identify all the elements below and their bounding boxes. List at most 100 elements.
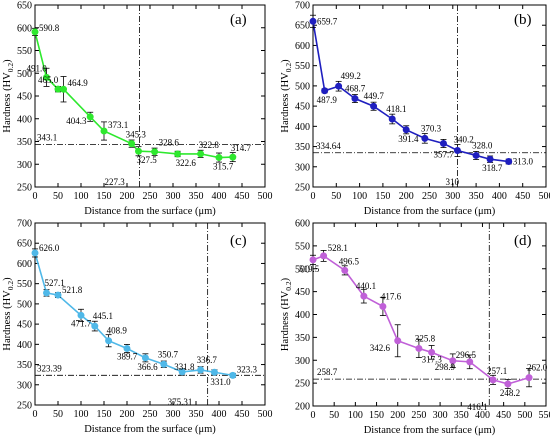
x-tick-label: 300: [166, 409, 181, 420]
data-label: 262.0: [527, 363, 548, 373]
y-tick-label: 700: [17, 219, 32, 230]
x-tick-label: 50: [329, 410, 339, 421]
data-point: [178, 368, 186, 376]
x-tick-label: 100: [352, 191, 367, 202]
data-point: [341, 266, 349, 274]
data-point: [335, 82, 343, 90]
x-tick-label: 300: [433, 410, 448, 421]
x-tick-label: 400: [212, 409, 227, 420]
data-point: [60, 85, 68, 93]
panel-letter: (a): [230, 12, 247, 28]
data-point: [91, 322, 99, 330]
x-tick-label: 100: [74, 409, 89, 420]
chart-panel-c: 0 50 100 150 200 250 300 350 400 450 500 250 300 350 4…: [2, 219, 273, 436]
x-tick-label: 400: [475, 410, 490, 421]
y-tick-label: 450: [295, 102, 310, 113]
data-point: [428, 348, 436, 356]
data-label: 331.8: [174, 362, 195, 372]
data-label: 471.7: [71, 318, 92, 328]
data-point: [160, 360, 168, 368]
data-point: [489, 376, 497, 384]
x-tick-label: 100: [348, 410, 363, 421]
vline-label: 416.1: [467, 402, 487, 412]
y-tick-label: 250: [17, 401, 32, 412]
y-tick-label: 650: [17, 239, 32, 250]
data-label: 315.7: [213, 162, 234, 172]
chart-panel-a: 0 50 100 150 200 250 300 350 400 450 500 250 300 350 4…: [2, 1, 273, 218]
x-tick-label: 200: [390, 410, 405, 421]
hline-label: 258.7: [317, 367, 338, 377]
data-point: [77, 311, 85, 319]
y-tick-label: 700: [295, 1, 310, 12]
x-tick-label: 300: [445, 191, 460, 202]
data-label: 357.7: [433, 149, 454, 159]
data-label: 521.8: [62, 285, 83, 295]
data-label: 314.7: [231, 143, 252, 153]
data-point: [229, 371, 237, 379]
data-point: [421, 134, 429, 142]
y-axis-title: Hardness (HV0.2): [280, 59, 293, 133]
data-label: 350.7: [158, 349, 179, 359]
data-label: 496.5: [339, 256, 360, 266]
x-tick-label: 0: [311, 191, 316, 202]
y-tick-label: 500: [295, 264, 310, 275]
y-tick-label: 600: [17, 23, 32, 34]
data-point: [453, 147, 461, 155]
data-label: 327.5: [137, 155, 158, 165]
data-point: [466, 358, 474, 366]
x-tick-label: 450: [235, 191, 250, 202]
data-point: [486, 155, 494, 163]
data-point: [151, 148, 159, 156]
y-tick-label: 350: [295, 333, 310, 344]
data-label: 528.1: [328, 243, 348, 253]
y-axis-title: Hardness (HV0.2): [280, 277, 293, 351]
data-point: [215, 154, 223, 162]
panel-letter: (d): [514, 233, 532, 249]
data-label: 248.2: [500, 388, 520, 398]
data-point: [320, 252, 328, 260]
data-point: [105, 337, 113, 345]
x-tick-label: 300: [166, 191, 181, 202]
x-tick-label: 400: [492, 191, 507, 202]
data-point: [504, 380, 512, 388]
y-tick-label: 400: [295, 310, 310, 321]
data-point: [505, 158, 513, 166]
data-point: [43, 73, 50, 81]
data-point: [100, 127, 108, 135]
x-tick-label: 450: [515, 191, 530, 202]
data-point: [309, 256, 317, 264]
data-label: 328.0: [472, 140, 493, 150]
data-point: [197, 150, 205, 158]
data-label: 340.2: [453, 135, 473, 145]
data-point: [197, 366, 205, 374]
data-point: [123, 344, 131, 352]
chart-panel-d: 0 50 100 150 200 250 300 350 400 450 500 550 200 250 3…: [280, 219, 550, 437]
data-point: [439, 139, 447, 147]
data-point: [210, 368, 218, 376]
data-point: [135, 147, 142, 155]
y-tick-label: 300: [295, 162, 310, 173]
y-tick-label: 550: [17, 279, 32, 290]
y-tick-label: 450: [17, 92, 32, 103]
data-point: [43, 289, 50, 297]
data-label: 257.1: [487, 366, 507, 376]
x-axis-title: Distance from the surface (μm): [364, 425, 496, 436]
data-point: [86, 113, 94, 121]
y-tick-label: 500: [17, 69, 32, 80]
x-axis-title: Distance from the surface (μm): [84, 424, 216, 435]
data-label: 325.8: [415, 333, 436, 343]
hline-label: 343.1: [37, 133, 57, 143]
x-tick-label: 200: [399, 191, 414, 202]
data-label: 336.7: [197, 355, 218, 365]
y-tick-label: 600: [295, 41, 310, 52]
x-tick-label: 150: [97, 409, 112, 420]
x-tick-label: 350: [189, 191, 204, 202]
data-label: 404.3: [66, 116, 87, 126]
y-tick-label: 350: [295, 142, 310, 153]
data-label: 449.7: [364, 91, 385, 101]
data-point: [54, 291, 62, 299]
x-tick-label: 250: [143, 409, 158, 420]
x-tick-label: 200: [120, 191, 135, 202]
panel-letter: (b): [514, 12, 532, 28]
y-tick-label: 250: [17, 183, 32, 194]
